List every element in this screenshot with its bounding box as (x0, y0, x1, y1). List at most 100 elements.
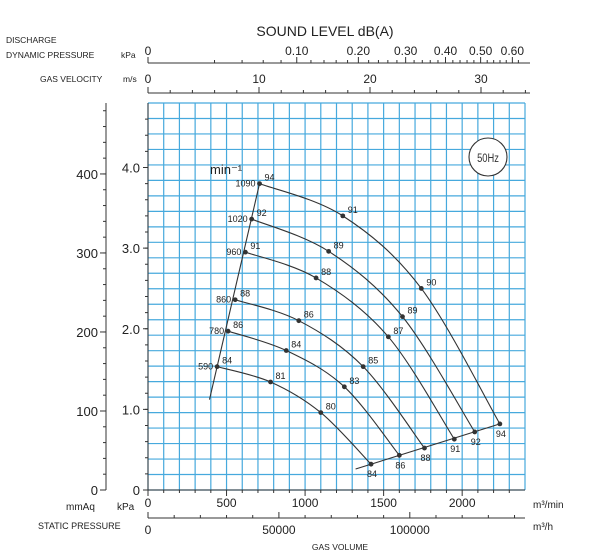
dynamic-pressure-ticks: 0 0.10 0.20 0.30 0.40 0.50 0.60 (145, 44, 525, 63)
curve-point (497, 421, 503, 427)
speed-label: 960 (226, 247, 241, 257)
gas-velocity-unit: m/s (123, 74, 137, 84)
curve-point (400, 314, 405, 320)
speed-unit-label: min⁻¹ (210, 162, 243, 177)
speed-label: 590 (198, 362, 213, 372)
m3h-tick-label: 50000 (262, 523, 296, 537)
sound-level-label: 94 (265, 173, 275, 183)
curve-point (225, 328, 231, 334)
curve-point (396, 452, 402, 458)
curve-point (326, 248, 332, 254)
sound-level-label: 83 (349, 376, 359, 386)
dynamic-pressure-tick-label: 0.40 (434, 44, 458, 58)
curve-point (318, 410, 324, 415)
speed-label: 1090 (235, 179, 255, 189)
sound-level-label: 84 (222, 356, 232, 366)
m3min-tick-label: 2000 (449, 496, 476, 510)
curve-point (313, 275, 319, 281)
dynamic-pressure-tick-label: 0.20 (347, 44, 371, 58)
mmaq-tick-label: 100 (76, 404, 98, 419)
kpa-tick-label: 1.0 (122, 402, 140, 417)
curve-point (422, 445, 427, 451)
curve-point (340, 213, 346, 219)
sound-level-label: 89 (407, 306, 417, 316)
curve-point (283, 348, 289, 353)
curve-point (472, 429, 478, 435)
dynamic-pressure-label-line1: DISCHARGE (6, 35, 57, 45)
sound-level-label: 86 (304, 310, 314, 320)
kpa-tick-label: 3.0 (122, 241, 140, 256)
mmaq-tick-label: 200 (76, 325, 98, 340)
sound-level-label: 85 (368, 356, 378, 366)
curve-point (418, 286, 424, 291)
curve-point (214, 364, 220, 370)
speed-curve (216, 366, 372, 465)
chart-title: SOUND LEVEL dB(A) (256, 23, 393, 39)
dynamic-pressure-tick-label: 0.50 (469, 44, 493, 58)
speed-curve (245, 251, 455, 440)
curve-point (385, 334, 391, 340)
sound-level-label: 88 (321, 267, 331, 277)
gas-velocity-tick-label: 30 (474, 72, 488, 86)
curve-point (341, 384, 347, 390)
m3min-tick-label: 1500 (370, 496, 397, 510)
m3min-tick-label: 0 (145, 496, 152, 510)
curve-point (368, 461, 374, 467)
sound-level-label: 94 (496, 429, 506, 439)
curve-point (232, 297, 238, 303)
static-pressure-label: STATIC PRESSURE (38, 521, 121, 531)
m3h-tick-label: 100000 (390, 523, 430, 537)
sound-level-label: 91 (250, 241, 260, 251)
gas-velocity-ticks: 0 10 20 30 (145, 72, 526, 93)
y-axis-ticks: 0 0 1.0 100 2.0 200 3.0 300 4.0 400 (76, 110, 148, 498)
kpa-tick-label: 4.0 (122, 161, 140, 176)
gas-velocity-label: GAS VELOCITY (40, 74, 103, 84)
curve-point (360, 364, 366, 370)
m3min-tick-label: 500 (217, 496, 237, 510)
gas-velocity-tick-label: 20 (363, 72, 377, 86)
mmaq-unit: mmAq (66, 502, 95, 513)
mmaq-tick-label: 300 (76, 246, 98, 261)
curve-point (451, 436, 457, 442)
m3h-axis-ticks: 0 50000 100000 (145, 512, 516, 537)
gas-velocity-tick-label: 0 (145, 72, 152, 86)
plot-grid (147, 102, 526, 491)
frequency-badge-circle (468, 137, 508, 177)
m3min-unit: m³/min (533, 500, 564, 511)
kpa-tick-label: 0 (133, 483, 140, 498)
curve-point (249, 216, 255, 222)
curve-labels: 94 91 90 94 1090 92 89 89 92 1020 91 88 87 91 960 88 86 8… (198, 173, 506, 480)
sound-level-label: 92 (471, 437, 481, 447)
sound-level-label: 86 (233, 320, 243, 330)
mmaq-tick-label: 400 (76, 167, 98, 182)
m3min-axis-ticks: 0 500 1000 1500 2000 (145, 490, 510, 510)
x-axis-title: GAS VOLUME (312, 542, 369, 552)
kpa-tick-label: 2.0 (122, 322, 140, 337)
curve-point (242, 249, 248, 255)
mmaq-tick-label: 0 (91, 483, 98, 498)
curve-point (296, 318, 302, 324)
sound-level-label: 88 (240, 289, 250, 299)
frequency-badge-label: 50Hz (477, 152, 499, 165)
sound-level-label: 84 (291, 340, 301, 350)
sound-level-label: 90 (426, 277, 436, 287)
sound-level-label: 89 (334, 240, 344, 250)
m3h-tick-label: 0 (145, 523, 152, 537)
sound-level-label: 80 (326, 402, 336, 412)
sound-level-label: 92 (257, 208, 267, 218)
speed-label: 780 (209, 326, 224, 336)
dynamic-pressure-tick-label: 0.10 (285, 44, 309, 58)
dynamic-pressure-tick-label: 0 (145, 44, 152, 58)
sound-level-label: 91 (348, 205, 358, 215)
dynamic-pressure-label-line2: DYNAMIC PRESSURE (6, 50, 95, 60)
speed-curve (227, 330, 400, 456)
curve-point (257, 181, 262, 187)
speed-curve (251, 218, 476, 433)
sound-level-label: 86 (395, 460, 405, 470)
dynamic-pressure-tick-label: 0.60 (501, 44, 525, 58)
sound-level-label: 91 (450, 444, 460, 454)
dynamic-pressure-tick-label: 0.30 (394, 44, 418, 58)
speed-curve (259, 183, 501, 425)
sound-level-label: 84 (367, 469, 377, 479)
